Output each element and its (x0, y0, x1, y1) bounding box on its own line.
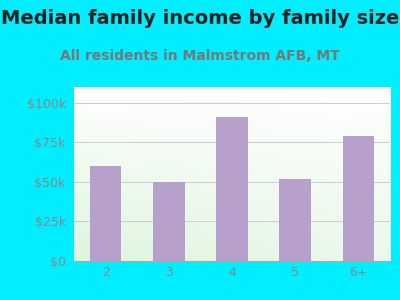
Text: All residents in Malmstrom AFB, MT: All residents in Malmstrom AFB, MT (60, 50, 340, 64)
Bar (216, 117, 248, 261)
Bar (90, 166, 122, 261)
Bar (280, 179, 311, 261)
Bar (153, 182, 185, 261)
Text: Median family income by family size: Median family income by family size (1, 9, 399, 28)
Bar (343, 136, 374, 261)
